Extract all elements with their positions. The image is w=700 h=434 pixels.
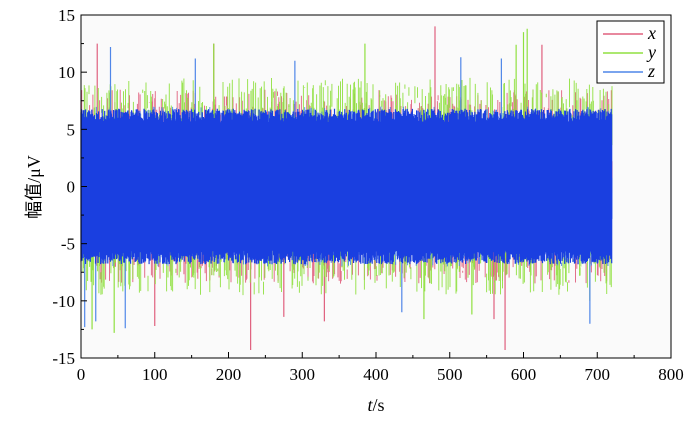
x-axis-label-variable: t — [367, 395, 373, 415]
x-axis-label-unit: /s — [373, 395, 385, 415]
y-axis-label: 幅值/μV — [24, 155, 44, 219]
x-axis-label: t/s — [367, 395, 384, 415]
legend-label-x: x — [647, 23, 656, 43]
y-tick-label: -5 — [61, 235, 75, 254]
x-tick-label: 200 — [216, 365, 242, 384]
y-tick-label: 5 — [67, 120, 76, 139]
y-tick-label: -10 — [52, 292, 75, 311]
x-tick-label: 500 — [437, 365, 463, 384]
legend: x y z — [596, 20, 665, 84]
legend-label-y: y — [646, 42, 656, 62]
legend-label-z: z — [647, 61, 655, 81]
y-tick-label: -15 — [52, 349, 75, 368]
y-tick-label: 15 — [58, 6, 75, 25]
y-tick-label: 0 — [67, 178, 76, 197]
y-tick-label: 10 — [58, 63, 75, 82]
data-layer — [80, 26, 613, 350]
x-tick-label: 600 — [511, 365, 537, 384]
x-tick-label: 0 — [77, 365, 86, 384]
x-tick-label: 800 — [658, 365, 684, 384]
signal-core-band — [80, 108, 613, 265]
x-tick-label: 700 — [585, 365, 611, 384]
x-tick-label: 400 — [363, 365, 389, 384]
ticks-layer: 0 100 200 300 400 500 600 700 800 -15 -10 -5 0 5 10 15 — [52, 6, 683, 384]
x-tick-label: 100 — [142, 365, 168, 384]
x-tick-label: 300 — [290, 365, 316, 384]
